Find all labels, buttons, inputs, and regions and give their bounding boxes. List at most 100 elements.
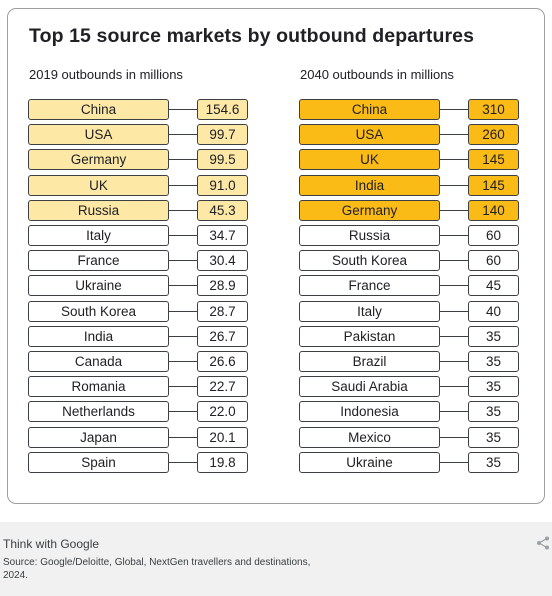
table-row: South Korea 60 — [299, 250, 521, 272]
connector-line — [440, 461, 468, 463]
table-row: Ukraine 35 — [299, 451, 521, 473]
table-row: Germany 99.5 — [28, 149, 250, 171]
value-label: 310 — [468, 99, 519, 120]
table-row: Mexico 35 — [299, 426, 521, 448]
connector-line — [440, 436, 468, 438]
connector-line — [440, 386, 468, 388]
country-label: India — [28, 325, 169, 347]
connector-line — [440, 184, 468, 186]
country-label: Italy — [28, 225, 169, 246]
subtitle-2019: 2019 outbounds in millions — [29, 67, 183, 82]
connector-line — [440, 361, 468, 362]
connector-line — [440, 109, 468, 110]
country-label: Germany — [299, 199, 440, 221]
country-label: Romania — [28, 376, 169, 398]
connector-line — [169, 260, 197, 262]
table-row: Netherlands 22.0 — [28, 401, 250, 423]
country-label: Mexico — [299, 426, 440, 448]
value-label: 20.1 — [197, 426, 248, 448]
connector-line — [169, 461, 197, 463]
value-label: 35 — [468, 376, 519, 398]
country-label: UK — [299, 149, 440, 171]
table-row: Italy 34.7 — [28, 225, 250, 246]
share-icon[interactable] — [536, 536, 550, 550]
table-row: Pakistan 35 — [299, 325, 521, 347]
table-row: China 154.6 — [28, 99, 250, 120]
connector-line — [440, 310, 468, 312]
connector-line — [169, 235, 197, 236]
table-row: Saudi Arabia 35 — [299, 376, 521, 398]
connector-line — [440, 285, 468, 287]
country-label: UK — [28, 174, 169, 196]
table-row: Japan 20.1 — [28, 426, 250, 448]
country-label: France — [28, 250, 169, 272]
value-label: 145 — [468, 174, 519, 196]
connector-line — [169, 310, 197, 312]
value-label: 60 — [468, 250, 519, 272]
country-label: South Korea — [299, 250, 440, 272]
country-label: USA — [299, 124, 440, 146]
country-label: Indonesia — [299, 401, 440, 423]
connector-line — [169, 436, 197, 438]
value-label: 19.8 — [197, 451, 248, 473]
connector-line — [169, 159, 197, 161]
country-label: France — [299, 275, 440, 297]
connector-line — [169, 109, 197, 110]
table-row: UK 145 — [299, 149, 521, 171]
value-label: 140 — [468, 199, 519, 221]
value-label: 40 — [468, 300, 519, 322]
value-label: 26.6 — [197, 351, 248, 372]
connector-line — [169, 361, 197, 362]
country-label: Germany — [28, 149, 169, 171]
country-label: Netherlands — [28, 401, 169, 423]
country-label: Brazil — [299, 351, 440, 372]
table-row: USA 99.7 — [28, 124, 250, 146]
country-label: Pakistan — [299, 325, 440, 347]
country-label: Saudi Arabia — [299, 376, 440, 398]
table-row: Germany 140 — [299, 199, 521, 221]
country-label: China — [299, 99, 440, 120]
table-row: Canada 26.6 — [28, 351, 250, 372]
connector-line — [169, 386, 197, 388]
country-label: Ukraine — [28, 275, 169, 297]
connector-line — [440, 235, 468, 236]
country-label: Russia — [28, 199, 169, 221]
table-row: Ukraine 28.9 — [28, 275, 250, 297]
value-label: 91.0 — [197, 174, 248, 196]
value-label: 99.7 — [197, 124, 248, 146]
country-label: Canada — [28, 351, 169, 372]
table-row: India 26.7 — [28, 325, 250, 347]
value-label: 30.4 — [197, 250, 248, 272]
table-row: France 45 — [299, 275, 521, 297]
value-label: 60 — [468, 225, 519, 246]
table-row: USA 260 — [299, 124, 521, 146]
country-label: Japan — [28, 426, 169, 448]
table-row: Brazil 35 — [299, 351, 521, 372]
table-row: China 310 — [299, 99, 521, 120]
connector-line — [440, 335, 468, 337]
table-row: Spain 19.8 — [28, 451, 250, 473]
value-label: 99.5 — [197, 149, 248, 171]
table-row: Italy 40 — [299, 300, 521, 322]
table-row: France 30.4 — [28, 250, 250, 272]
brand-label: Think with Google — [3, 537, 100, 551]
value-label: 35 — [468, 426, 519, 448]
table-row: India 145 — [299, 174, 521, 196]
table-row: Indonesia 35 — [299, 401, 521, 423]
connector-line — [169, 285, 197, 287]
connector-line — [169, 209, 197, 211]
country-label: South Korea — [28, 300, 169, 322]
connector-line — [440, 260, 468, 262]
value-label: 35 — [468, 401, 519, 423]
connector-line — [169, 134, 197, 136]
table-row: Russia 45.3 — [28, 199, 250, 221]
table-row: Russia 60 — [299, 225, 521, 246]
connector-line — [440, 134, 468, 136]
value-label: 154.6 — [197, 99, 248, 120]
value-label: 28.7 — [197, 300, 248, 322]
chart-title: Top 15 source markets by outbound depart… — [29, 25, 475, 47]
connector-line — [440, 159, 468, 161]
country-label: India — [299, 174, 440, 196]
footer: Think with Google Source: Google/Deloitt… — [0, 522, 552, 596]
value-label: 145 — [468, 149, 519, 171]
